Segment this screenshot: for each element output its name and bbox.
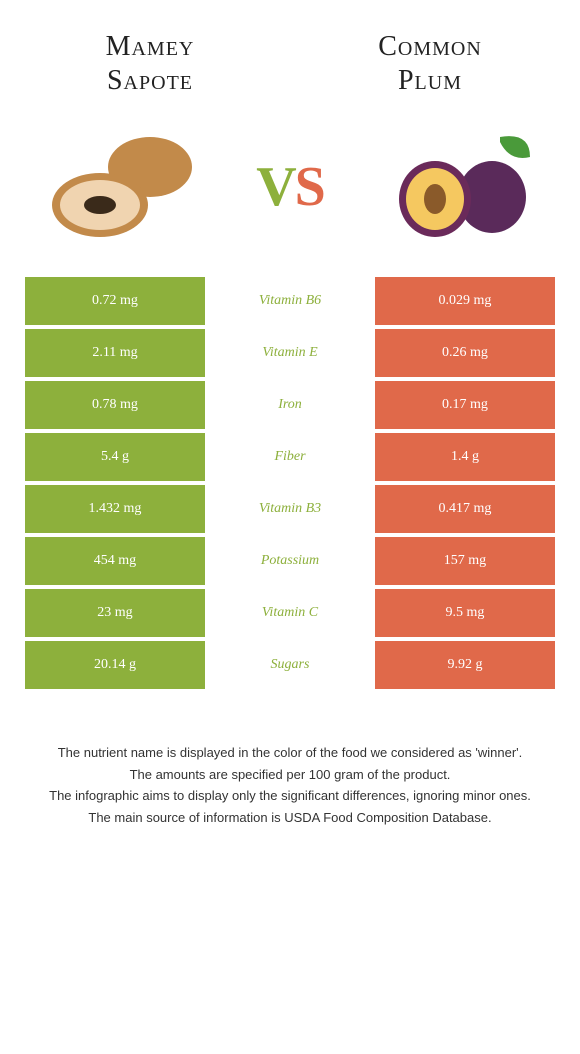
plum-image [380, 127, 540, 247]
nutrient-name: Vitamin B6 [209, 277, 371, 325]
left-value: 20.14 g [25, 641, 205, 689]
right-value: 9.92 g [375, 641, 555, 689]
table-row: 0.72 mgVitamin B60.029 mg [25, 277, 555, 325]
images-row: V S [0, 107, 580, 277]
right-value: 0.029 mg [375, 277, 555, 325]
right-value: 0.17 mg [375, 381, 555, 429]
vs-v: V [256, 155, 294, 219]
left-value: 5.4 g [25, 433, 205, 481]
table-row: 454 mgPotassium157 mg [25, 537, 555, 585]
left-value: 1.432 mg [25, 485, 205, 533]
table-row: 23 mgVitamin C9.5 mg [25, 589, 555, 637]
left-title-line2: Sapote [107, 65, 193, 96]
vs-label: V S [256, 155, 324, 219]
nutrient-table: 0.72 mgVitamin B60.029 mg2.11 mgVitamin … [25, 277, 555, 689]
left-title: Mamey Sapote [50, 30, 250, 97]
left-value: 23 mg [25, 589, 205, 637]
left-value: 2.11 mg [25, 329, 205, 377]
left-value: 454 mg [25, 537, 205, 585]
right-title-line1: Common [378, 31, 482, 62]
nutrient-name: Sugars [209, 641, 371, 689]
footer-line-2: The amounts are specified per 100 gram o… [30, 765, 550, 785]
nutrient-name: Vitamin C [209, 589, 371, 637]
table-row: 5.4 gFiber1.4 g [25, 433, 555, 481]
left-title-line1: Mamey [106, 31, 195, 62]
nutrient-name: Vitamin E [209, 329, 371, 377]
nutrient-name: Potassium [209, 537, 371, 585]
vs-s: S [295, 155, 324, 219]
table-row: 2.11 mgVitamin E0.26 mg [25, 329, 555, 377]
footer-line-1: The nutrient name is displayed in the co… [30, 743, 550, 763]
right-title: Common Plum [330, 30, 530, 97]
mamey-image [40, 127, 200, 247]
table-row: 20.14 gSugars9.92 g [25, 641, 555, 689]
right-value: 0.26 mg [375, 329, 555, 377]
nutrient-name: Vitamin B3 [209, 485, 371, 533]
right-value: 1.4 g [375, 433, 555, 481]
table-row: 1.432 mgVitamin B30.417 mg [25, 485, 555, 533]
nutrient-name: Fiber [209, 433, 371, 481]
left-value: 0.72 mg [25, 277, 205, 325]
footer: The nutrient name is displayed in the co… [0, 693, 580, 849]
header: Mamey Sapote Common Plum [0, 0, 580, 107]
nutrient-name: Iron [209, 381, 371, 429]
right-title-line2: Plum [398, 65, 462, 96]
footer-line-3: The infographic aims to display only the… [30, 786, 550, 806]
right-value: 0.417 mg [375, 485, 555, 533]
right-value: 157 mg [375, 537, 555, 585]
table-row: 0.78 mgIron0.17 mg [25, 381, 555, 429]
footer-line-4: The main source of information is USDA F… [30, 808, 550, 828]
left-value: 0.78 mg [25, 381, 205, 429]
right-value: 9.5 mg [375, 589, 555, 637]
